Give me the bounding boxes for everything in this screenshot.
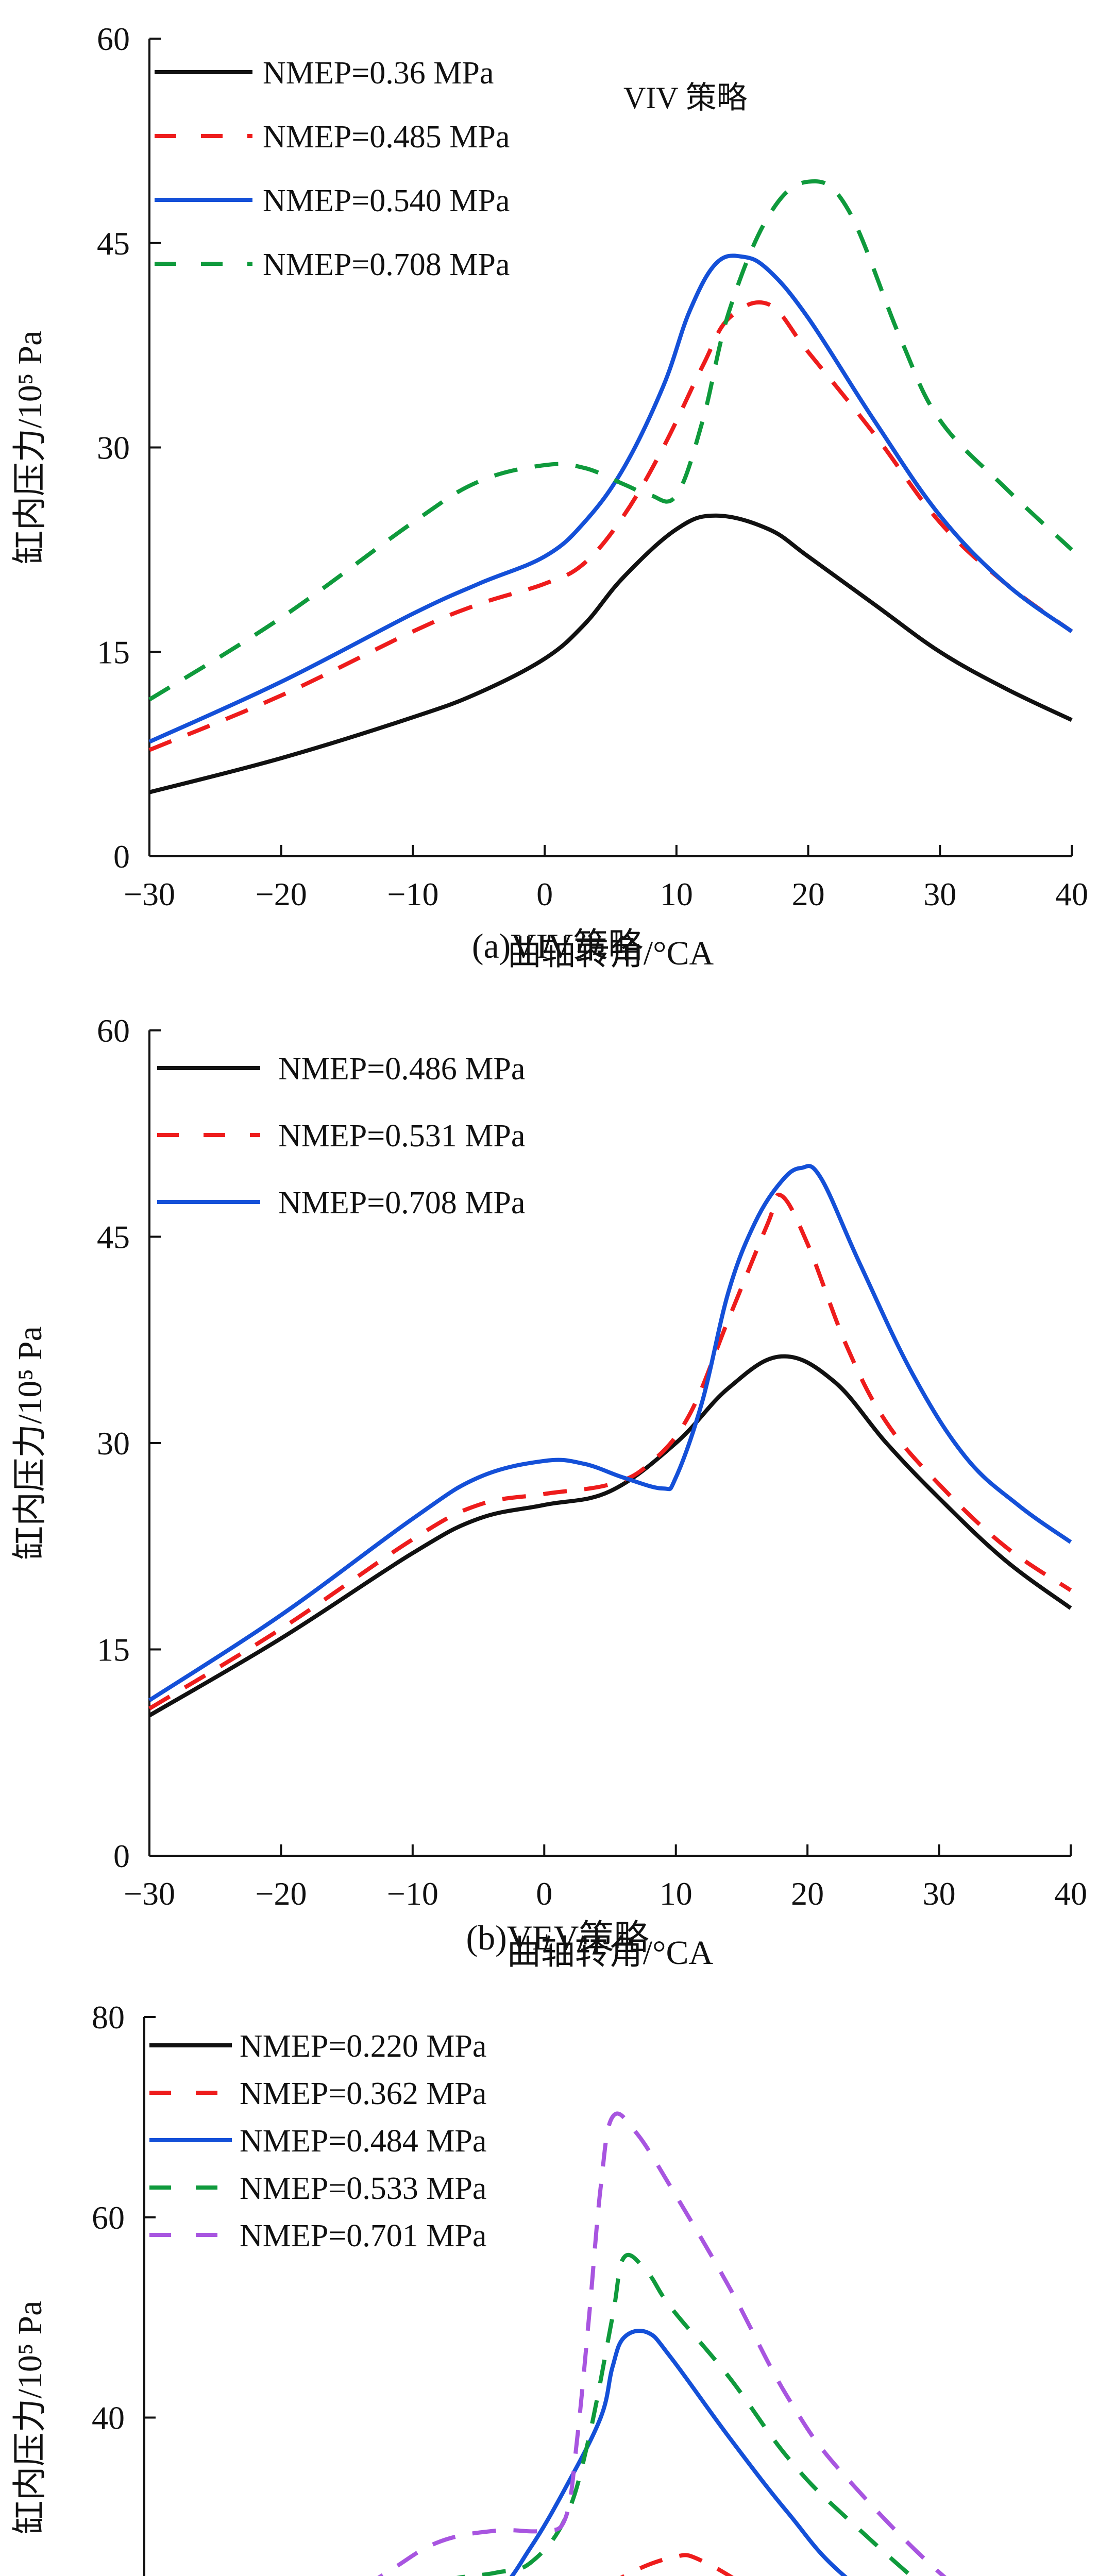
y-tick-label: 60 [92, 2199, 125, 2236]
x-tick-label: 20 [792, 876, 825, 912]
caption-vev: (b)VEV策略 [466, 1918, 649, 1957]
chart-viv: 0 15 30 45 60 −30 −20 −10 0 10 20 30 40 曲轴转角/°CA 缸内压力/… [11, 21, 1088, 972]
chart-vev: 0 15 30 45 60 −30 −20 −10 0 10 20 30 40 曲轴转角/°CA 缸内压力/… [11, 1012, 1087, 1972]
y-axis-title: 缸内压力/10⁵ Pa [11, 1326, 49, 1560]
y-tick-label: 15 [97, 1632, 130, 1668]
x-tick-label: −10 [387, 876, 438, 912]
x-tick-label: −20 [255, 1875, 307, 1912]
legend-label: NMEP=0.486 MPa [278, 1052, 525, 1087]
y-tick-label: 40 [92, 2400, 125, 2436]
legend-label: NMEP=0.540 MPa [263, 183, 510, 218]
chart-panel-vice: 020406080−30−20−1001020304050曲轴转角/°CA缸内压… [0, 1973, 1115, 2576]
x-axis-title: 曲轴转角/°CA [508, 935, 714, 972]
chart-annotation: VIV 策略 [623, 81, 748, 115]
y-axis-title: 缸内压力/10⁵ Pa [11, 2301, 49, 2535]
x-tick-label: −30 [124, 876, 175, 912]
x-tick-label: 40 [1055, 876, 1088, 912]
x-tick-label: 30 [923, 876, 956, 912]
legend-label: NMEP=0.708 MPa [263, 247, 510, 282]
y-tick-label: 45 [97, 225, 130, 262]
series-line-0 [148, 513, 1073, 794]
y-tick-label: 80 [92, 1999, 125, 2036]
y-axis-title: 缸内压力/10⁵ Pa [11, 331, 49, 565]
x-tick-label: 20 [791, 1875, 824, 1912]
legend-label: NMEP=0.531 MPa [278, 1118, 525, 1154]
series-line-3 [456, 2252, 915, 2576]
chart-panel-viv: 0 15 30 45 60 −30 −20 −10 0 10 20 30 40 曲轴转角/°CA 缸内压力/… [0, 0, 1115, 994]
y-tick-label: 0 [113, 1838, 130, 1874]
x-tick-label: −20 [256, 876, 307, 912]
y-tick-label: 60 [97, 21, 130, 57]
legend: NMEP=0.36 MPa NMEP=0.485 MPa NMEP=0.540 MP… [155, 56, 510, 282]
legend-label: NMEP=0.362 MPa [240, 2076, 486, 2111]
legend: NMEP=0.220 MPa NMEP=0.362 MPa NMEP=0.484 M… [149, 2029, 486, 2253]
chart-panel-vev: 0 15 30 45 60 −30 −20 −10 0 10 20 30 40 曲轴转角/°CA 缸内压力/… [0, 994, 1115, 1973]
y-tick-label: 60 [97, 1012, 130, 1049]
legend-label: NMEP=0.36 MPa [263, 56, 494, 91]
series-line-4 [377, 2111, 947, 2576]
series-line-1 [148, 300, 1073, 752]
legend: NMEP=0.486 MPa NMEP=0.531 MPa NMEP=0.708 M… [157, 1052, 525, 1221]
series-line-2 [148, 1164, 1072, 1702]
y-tick-label: 15 [97, 634, 130, 670]
series-line-1 [148, 1192, 1072, 1710]
series-line-3 [148, 179, 1073, 702]
x-tick-label: 40 [1054, 1875, 1087, 1912]
caption-viv: (a)VIV策略 [471, 926, 644, 965]
y-tick-label: 30 [97, 430, 130, 466]
series-line-2 [509, 2329, 848, 2576]
chart-vice: 020406080−30−20−1001020304050曲轴转角/°CA缸内压… [11, 1999, 947, 2576]
x-tick-label: 10 [660, 1875, 692, 1912]
x-tick-label: −30 [124, 1875, 175, 1912]
legend-label: NMEP=0.708 MPa [278, 1185, 525, 1221]
y-tick-label: 0 [113, 838, 130, 875]
x-tick-label: 0 [536, 876, 553, 912]
x-axis-title: 曲轴转角/°CA [507, 1934, 714, 1972]
x-tick-label: 30 [923, 1875, 956, 1912]
x-tick-label: 10 [660, 876, 693, 912]
series-line-0 [148, 1354, 1072, 1718]
series-line-2 [148, 253, 1073, 744]
y-tick-label: 45 [97, 1219, 130, 1256]
legend-label: NMEP=0.485 MPa [263, 120, 510, 155]
legend-label: NMEP=0.220 MPa [240, 2029, 486, 2064]
legend-label: NMEP=0.701 MPa [240, 2218, 486, 2253]
x-tick-label: −10 [387, 1875, 438, 1912]
legend-label: NMEP=0.484 MPa [240, 2124, 486, 2159]
y-tick-label: 30 [97, 1425, 130, 1462]
x-tick-label: 0 [536, 1875, 552, 1912]
legend-label: NMEP=0.533 MPa [240, 2171, 486, 2206]
